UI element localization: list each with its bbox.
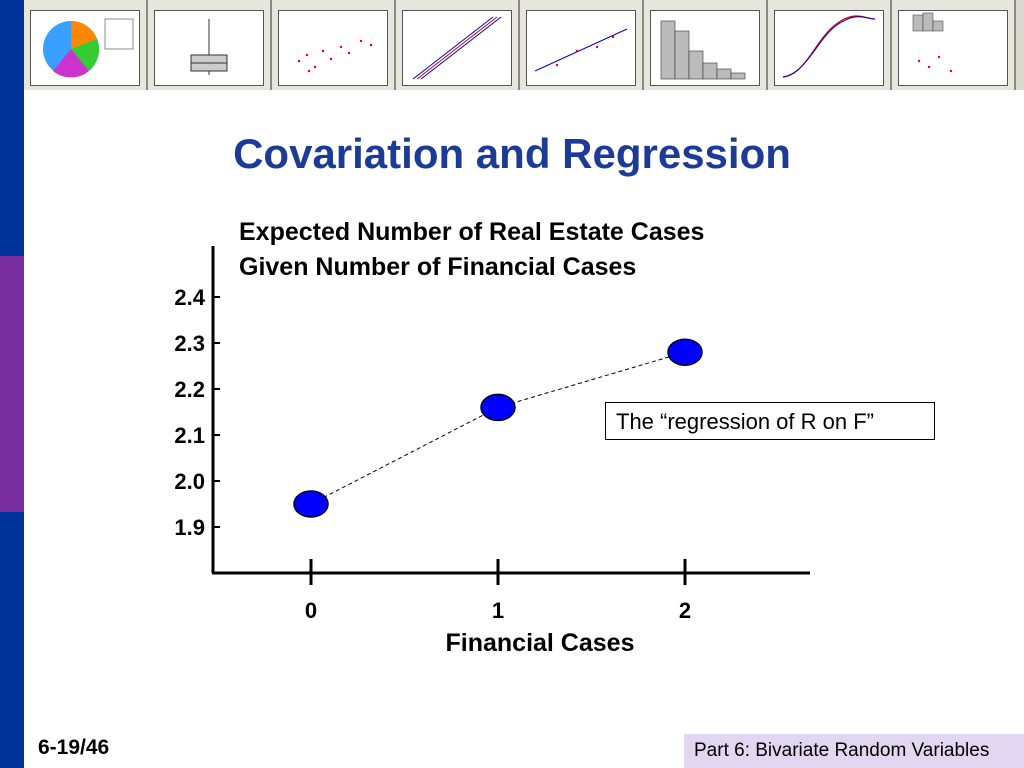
scatterplot-thumbnail [272,0,396,90]
pie-chart-thumbnail [24,0,148,90]
chart-title: Expected Number of Real Estate Cases Giv… [239,215,839,285]
y-tick-label: 2.2 [174,377,205,402]
chart-title-line-1: Expected Number of Real Estate Cases [239,218,705,246]
boxplot-thumbnail [148,0,272,90]
y-tick-label: 2.0 [174,469,205,494]
marginal-plot-thumbnail [892,0,1016,90]
probability-plot-thumbnail [396,0,520,90]
x-axis-label: Financial Cases [446,629,635,657]
y-tick-label: 2.1 [174,423,205,448]
y-tick-label: 2.3 [174,331,205,356]
data-point [667,338,703,366]
accent-bar-blue-top [0,0,24,256]
data-series [293,338,703,518]
regression-annotation: The “regression of R on F” [605,402,935,440]
slide-title: Covariation and Regression [233,130,791,177]
x-tick-label: 2 [679,598,691,623]
regression-equation-thumbnail [520,0,644,90]
accent-bar-purple [0,256,24,512]
slide-number: 6-19/46 [38,736,110,759]
empirical-cdf-thumbnail [768,0,892,90]
accent-bar-blue-bottom [0,512,24,768]
y-tick-label: 1.9 [174,515,205,540]
histogram-thumbnail [644,0,768,90]
chart-title-line-2: Given Number of Financial Cases [239,253,637,281]
footer-section-label: Part 6: Bivariate Random Variables [684,734,1024,768]
thumbnail-strip [24,0,1024,90]
x-tick-label: 1 [492,598,504,623]
axis-ticks: 2.4 2.3 2.2 2.1 2.0 1.9 0 1 2 [174,285,691,623]
left-accent-bar [0,0,24,768]
y-tick-label: 2.4 [174,285,205,310]
data-point [480,393,516,422]
data-point [293,490,329,518]
x-tick-label: 0 [305,598,317,623]
